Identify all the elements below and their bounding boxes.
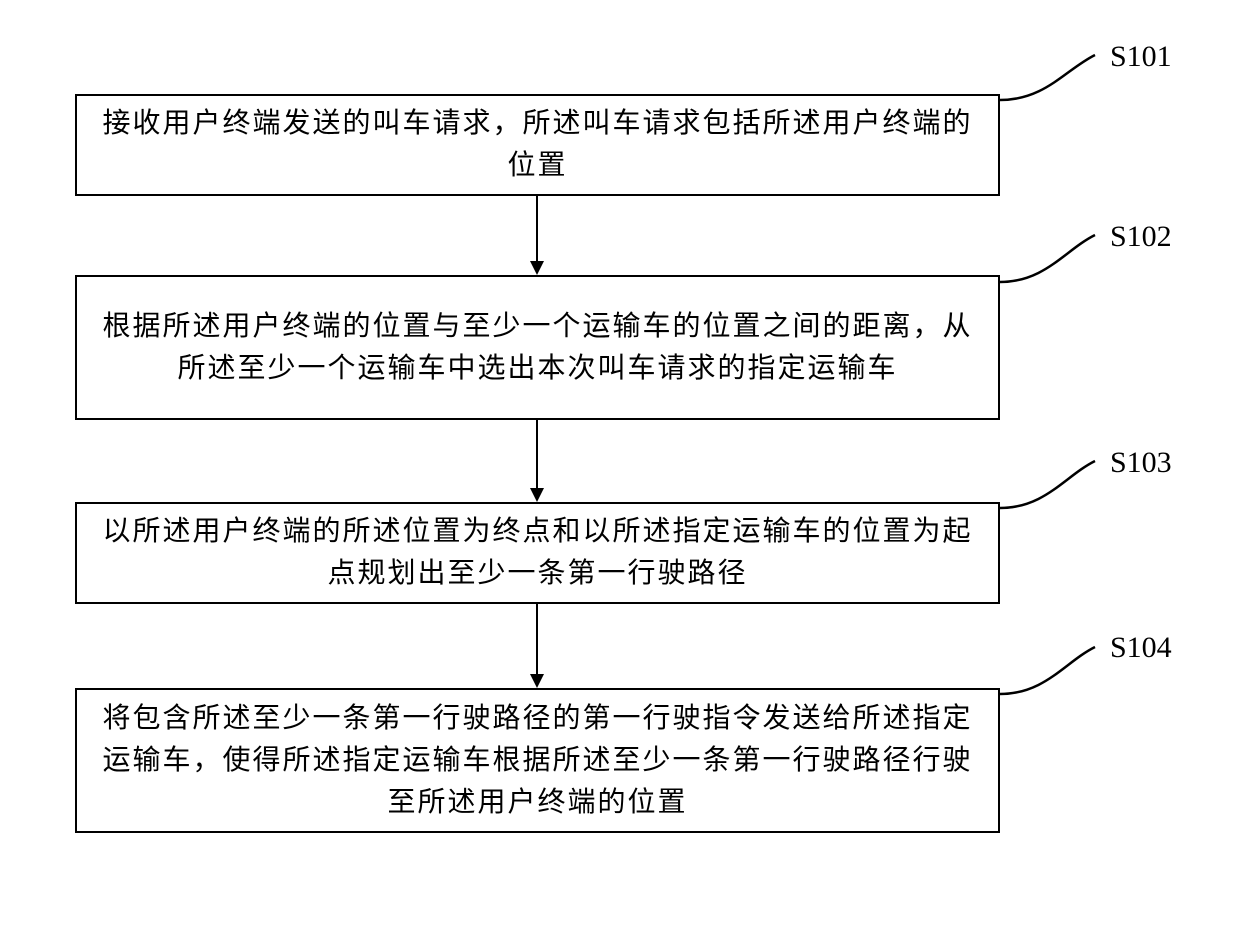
step-label-s104: S104 <box>1110 631 1172 665</box>
step-text-s104: 将包含所述至少一条第一行驶路径的第一行驶指令发送给所述指定运输车，使得所述指定运… <box>101 698 974 824</box>
step-box-s104: 将包含所述至少一条第一行驶路径的第一行驶指令发送给所述指定运输车，使得所述指定运… <box>75 688 1000 833</box>
flowchart-container: 接收用户终端发送的叫车请求，所述叫车请求包括所述用户终端的位置 S101 根据所… <box>0 0 1240 940</box>
